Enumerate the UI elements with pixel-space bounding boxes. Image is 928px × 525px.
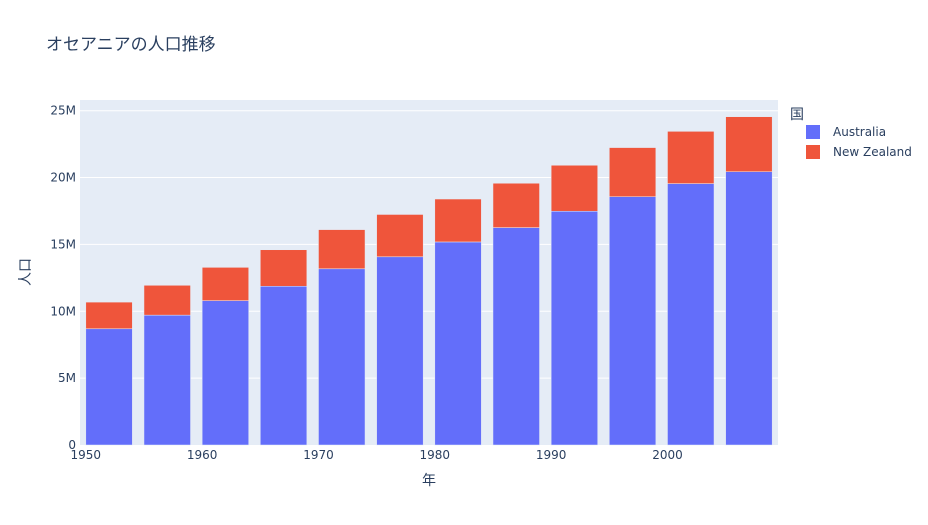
- x-tick-label: 1990: [536, 448, 567, 462]
- bar-new-zealand: [376, 214, 424, 258]
- bar-australia: [201, 300, 249, 446]
- y-axis-title: 人口: [18, 258, 34, 286]
- bar-australia: [85, 328, 133, 446]
- bar-australia: [609, 196, 657, 446]
- y-tick-label: 25M: [50, 104, 76, 118]
- chart-title: オセアニアの人口推移: [46, 35, 216, 55]
- legend-swatch-new-zealand: [806, 145, 820, 159]
- bar-australia: [318, 268, 366, 446]
- bar-new-zealand: [725, 116, 773, 173]
- y-tick-label: 15M: [50, 237, 76, 251]
- bar-australia: [667, 183, 715, 446]
- x-tick-label: 1970: [303, 448, 334, 462]
- bars: [85, 116, 773, 446]
- bar-new-zealand: [260, 249, 308, 287]
- bar-new-zealand: [550, 165, 598, 212]
- plot-area: [80, 100, 778, 445]
- x-tick-label: 1950: [71, 448, 102, 462]
- bar-new-zealand: [143, 285, 191, 316]
- bar-new-zealand: [609, 147, 657, 197]
- bar-australia: [143, 314, 191, 446]
- grid: [80, 110, 778, 379]
- bar-australia: [260, 285, 308, 446]
- bar-new-zealand: [434, 198, 482, 243]
- legend-title: 国: [790, 107, 804, 123]
- y-axis-ticks: 0 5M 10M 15M 20M 25M: [50, 104, 76, 452]
- y-tick-label: 5M: [58, 371, 76, 385]
- bar-new-zealand: [492, 182, 540, 228]
- y-tick-label: 10M: [50, 304, 76, 318]
- x-axis-ticks: 1950 1960 1970 1980 1990 2000: [71, 448, 683, 462]
- legend: 国 Australia New Zealand: [790, 107, 912, 159]
- x-tick-label: 2000: [652, 448, 683, 462]
- bar-australia: [434, 241, 482, 446]
- bar-australia: [725, 171, 773, 446]
- legend-label: Australia: [833, 125, 886, 139]
- bar-new-zealand: [85, 301, 133, 330]
- y-tick-label: 20M: [50, 171, 76, 185]
- bar-australia: [550, 210, 598, 446]
- x-tick-label: 1980: [420, 448, 451, 462]
- bar-new-zealand: [318, 229, 366, 270]
- x-tick-label: 1960: [187, 448, 218, 462]
- bar-new-zealand: [201, 267, 249, 301]
- legend-swatch-australia: [806, 125, 820, 139]
- bar-new-zealand: [667, 131, 715, 184]
- legend-label: New Zealand: [833, 145, 912, 159]
- bar-australia: [492, 227, 540, 446]
- bar-australia: [376, 256, 424, 446]
- y-tick-label: 0: [68, 438, 76, 452]
- x-axis-title: 年: [422, 473, 436, 489]
